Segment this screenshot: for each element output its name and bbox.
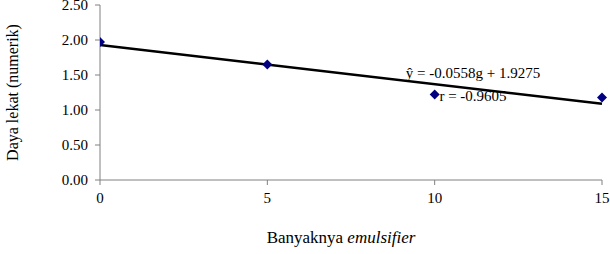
y-tick — [95, 180, 100, 181]
y-tick-label: 1.00 — [62, 102, 88, 118]
annotation: r = -0.9605 — [439, 88, 506, 104]
y-tick-label: 2.00 — [62, 32, 88, 48]
y-tick-label: 0.00 — [62, 172, 88, 188]
y-tick-label: 1.50 — [62, 67, 88, 83]
data-point — [262, 60, 272, 70]
x-axis — [100, 180, 602, 181]
annotation: ŷ = -0.0558g + 1.9275 — [406, 65, 540, 81]
data-point — [597, 92, 607, 102]
y-tick — [95, 40, 100, 41]
x-tick-label: 0 — [96, 190, 104, 206]
y-axis — [100, 5, 101, 180]
x-tick — [602, 180, 603, 185]
trend-line — [100, 45, 602, 104]
x-tick-label: 5 — [264, 190, 272, 206]
x-tick — [267, 180, 268, 185]
y-tick — [95, 145, 100, 146]
y-tick-label: 2.50 — [62, 0, 88, 13]
x-tick-label: 15 — [595, 190, 610, 206]
y-tick — [95, 110, 100, 111]
data-point — [430, 90, 440, 100]
data-point — [100, 37, 105, 47]
chart: 0.00 0.50 1.00 1.50 2.00 2.50 0 5 10 15 Banyaknya … — [0, 0, 610, 254]
y-axis-label: Daya lekat (numerik) — [4, 24, 22, 161]
y-tick-label: 0.50 — [62, 137, 88, 153]
plot-area — [100, 37, 607, 104]
x-tick — [434, 180, 435, 185]
x-tick — [100, 180, 101, 185]
y-tick — [95, 75, 100, 76]
y-tick — [95, 5, 100, 6]
x-axis-label: Banyaknya emulsifier — [267, 228, 416, 247]
x-tick-label: 10 — [427, 190, 442, 206]
